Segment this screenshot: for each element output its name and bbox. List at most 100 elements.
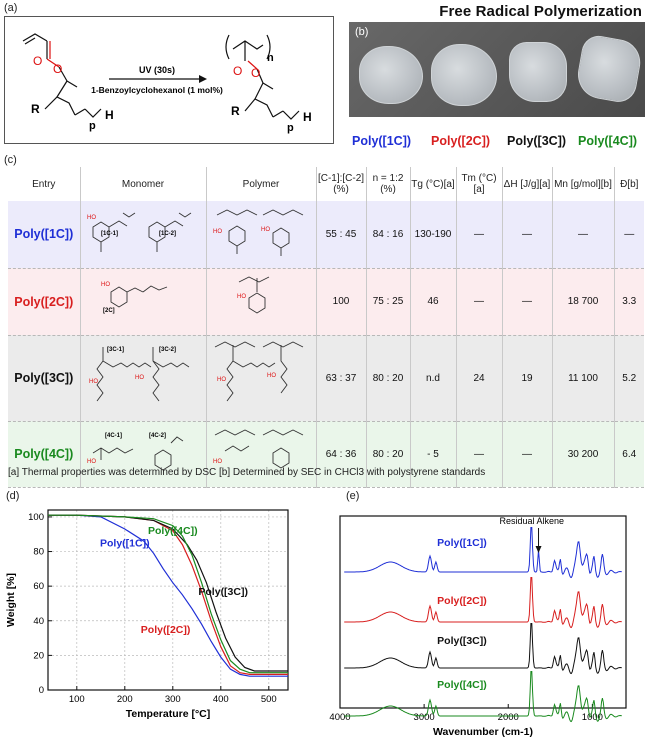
spectrum-line (344, 527, 622, 579)
x-tick-label: 3000 (414, 712, 435, 723)
svg-text:HO: HO (261, 227, 270, 233)
monomer-structure: HO HO [3C-1] [3C-2] (80, 335, 207, 422)
svg-text:HO: HO (87, 459, 96, 465)
svg-text:HO: HO (237, 294, 246, 300)
tm-cell: — (456, 201, 503, 269)
table-row: Poly([4C]) HO [4C-1] [4C-2] HO 64 : 36 8… (8, 421, 644, 488)
photo-label-1: Poly([1C]) (352, 134, 412, 148)
scheme-p-label-1: p (89, 120, 96, 132)
scheme-r-label-2: R (231, 104, 240, 118)
monomer-structure: HO [4C-1] [4C-2] (80, 421, 207, 488)
monomer-tag: [1C-2] (159, 231, 176, 237)
col-mn: Mn [g/mol][b] (552, 167, 615, 201)
condition-bottom: 1-Benzoylcyclohexanol (1 mol%) (91, 85, 223, 95)
tg-cell: - 5 (410, 421, 457, 488)
ratio-cell: 55 : 45 (316, 201, 367, 269)
reaction-scheme-drawing: O O R H p UV (30s) 1-Benzoylcyclohexanol… (22, 33, 312, 134)
plot-frame (339, 515, 627, 709)
film-sample-3 (509, 42, 567, 102)
svg-text:HO: HO (267, 373, 276, 379)
table-row: Poly([1C]) HO [1C-1] [1C-2] HO HO 55 : 45… (8, 201, 644, 269)
table-footnote: [a] Thermal properties was determined by… (8, 467, 486, 478)
spectrum-line (344, 671, 622, 723)
series-label: Poly([4C]) (148, 525, 198, 537)
svg-text:HO: HO (135, 375, 144, 381)
panel-label-c: (c) (4, 154, 17, 166)
panel-label-a: (a) (4, 2, 18, 14)
photo-label-2: Poly([2C]) (431, 134, 491, 148)
monomer-tag: [3C-1] (107, 347, 124, 353)
n-ratio-cell: 75 : 25 (366, 268, 411, 336)
n-ratio-cell: 80 : 20 (366, 335, 411, 422)
series-label: Poly([4C]) (437, 679, 487, 691)
panel-label-b: (b) (355, 26, 369, 38)
y-tick-label: 40 (33, 616, 44, 627)
series-label: Poly([2C]) (437, 595, 487, 607)
mn-cell: 18 700 (552, 268, 615, 336)
spectrum-line (344, 623, 622, 675)
polymer-structure: HO HO (206, 335, 317, 422)
table-header-row: Entry Monomer Polymer [C-1]:[C-2] (%) n … (8, 167, 644, 201)
col-tg: Tg (°C)[a] (410, 167, 457, 201)
tg-cell: 130-190 (410, 201, 457, 269)
entry-cell: Poly([2C]) (8, 268, 81, 336)
tm-cell: 24 (456, 335, 503, 422)
monomer-tag: [4C-1] (105, 433, 122, 439)
y-tick-label: 80 (33, 547, 44, 558)
x-tick-label: 100 (69, 694, 85, 705)
y-tick-label: 100 (28, 512, 44, 523)
y-axis-label: Weight [%] (5, 573, 17, 627)
y-tick-label: 0 (39, 685, 44, 696)
col-ratio: [C-1]:[C-2] (%) (316, 167, 367, 201)
col-polymer: Polymer (206, 167, 317, 201)
svg-text:O: O (53, 62, 62, 76)
x-axis-label: Temperature [°C] (126, 708, 211, 720)
mn-cell: — (552, 201, 615, 269)
col-tm: Tm (°C)[a] (456, 167, 503, 201)
ratio-cell: 64 : 36 (316, 421, 367, 488)
monomer-tag: [4C-2] (149, 433, 166, 439)
entry-cell: Poly([4C]) (8, 421, 81, 488)
polymer-structure: HO (206, 421, 317, 488)
properties-table: Entry Monomer Polymer [C-1]:[C-2] (%) n … (8, 167, 644, 488)
table-row: Poly([3C]) HO HO [3C-1] [3C-2] HO HO 63 : … (8, 335, 644, 422)
y-tick-label: 20 (33, 650, 44, 661)
monomer-structure: HO [2C] (80, 268, 207, 336)
photo-label-4: Poly([4C]) (578, 134, 638, 148)
monomer-tag: [2C] (103, 308, 115, 314)
col-n-ratio: n = 1:2 (%) (366, 167, 411, 201)
figure-title: Free Radical Polymerization (439, 3, 642, 20)
panel-label-e: (e) (346, 490, 360, 502)
oxygen-label: O (33, 54, 42, 68)
svg-text:HO: HO (213, 459, 222, 465)
tg-cell: 46 (410, 268, 457, 336)
tga-chart: 100 200 300 400 500 0 20 40 60 80 100 Temperature [… (5, 509, 289, 720)
table-row: Poly([2C]) HO [2C] HO 100 75 : 25 46 — —… (8, 268, 644, 336)
series-line (48, 514, 288, 672)
tm-cell: — (456, 421, 503, 488)
scheme-r-label-1: R (31, 102, 40, 116)
series-line (48, 514, 288, 675)
monomer-tag: [3C-2] (159, 347, 176, 353)
film-sample-4 (574, 33, 644, 105)
dh-cell: — (502, 421, 553, 488)
entry-cell: Poly([1C]) (8, 201, 81, 269)
scheme-h-label-2: H (303, 110, 312, 124)
svg-text:O: O (251, 66, 260, 80)
n-ratio-cell: 80 : 20 (366, 421, 411, 488)
x-tick-label: 300 (165, 694, 181, 705)
annotation-arrowhead (535, 546, 542, 553)
ratio-cell: 100 (316, 268, 367, 336)
entry-cell: Poly([3C]) (8, 335, 81, 422)
d-cell: 6.4 (614, 421, 644, 488)
series-label: Poly([1C]) (100, 537, 150, 549)
ratio-cell: 63 : 37 (316, 335, 367, 422)
col-d: Đ[b] (620, 178, 639, 190)
series-label: Poly([1C]) (437, 537, 487, 549)
ftir-chart: 4000 3000 2000 1000 Wavenumber (cm-1) Poly([1… (329, 515, 627, 738)
polymer-structure: HO HO (206, 201, 317, 269)
svg-text:HO: HO (213, 229, 222, 235)
dh-cell: 19 (502, 335, 553, 422)
polymer-structure: HO (206, 268, 317, 336)
svg-text:HO: HO (89, 379, 98, 385)
